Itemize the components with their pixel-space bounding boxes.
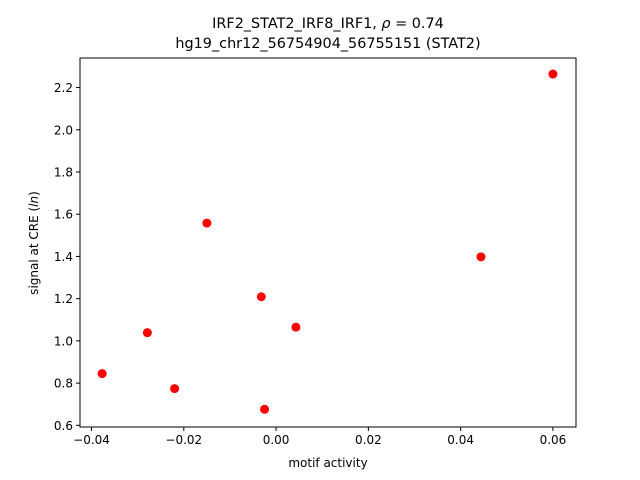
y-axis-label: signal at CRE (ln) [27, 191, 41, 295]
data-point [97, 369, 107, 379]
axes: −0.04 −0.02 0.00 0.02 0.04 0.06 0.6 0.8 1.0 1.2 1.… [54, 81, 566, 447]
y-tick-label: 1.2 [54, 292, 73, 306]
data-point [256, 292, 266, 302]
y-tick-label: 1.6 [54, 208, 73, 222]
data-point [291, 322, 301, 332]
x-tick-label: −0.02 [165, 433, 202, 447]
chart-title-line-1: IRF2_STAT2_IRF8_IRF1, ρ = 0.74 [212, 16, 444, 32]
y-tick-label: 0.6 [54, 419, 73, 433]
data-point [548, 69, 558, 79]
y-tick-label: 1.4 [54, 250, 73, 264]
data-point [170, 384, 180, 394]
plot-frame [79, 57, 577, 428]
y-tick-label: 1.8 [54, 165, 73, 179]
y-tick-label: 1.0 [54, 334, 73, 348]
data-point [202, 218, 212, 228]
data-points [97, 69, 558, 414]
y-tick-label: 2.2 [54, 81, 73, 95]
x-tick-label: 0.02 [355, 433, 382, 447]
y-tick-label: 0.8 [54, 377, 73, 391]
x-tick-label: 0.06 [540, 433, 567, 447]
x-tick-label: 0.04 [447, 433, 474, 447]
data-point [142, 328, 152, 338]
x-tick-label: −0.04 [73, 433, 110, 447]
data-point [476, 252, 486, 262]
chart-title-line-2: hg19_chr12_56754904_56755151 (STAT2) [175, 36, 480, 52]
x-tick-label: 0.00 [263, 433, 290, 447]
y-tick-label: 2.0 [54, 123, 73, 137]
data-point [260, 404, 270, 414]
x-axis-label: motif activity [288, 456, 367, 470]
